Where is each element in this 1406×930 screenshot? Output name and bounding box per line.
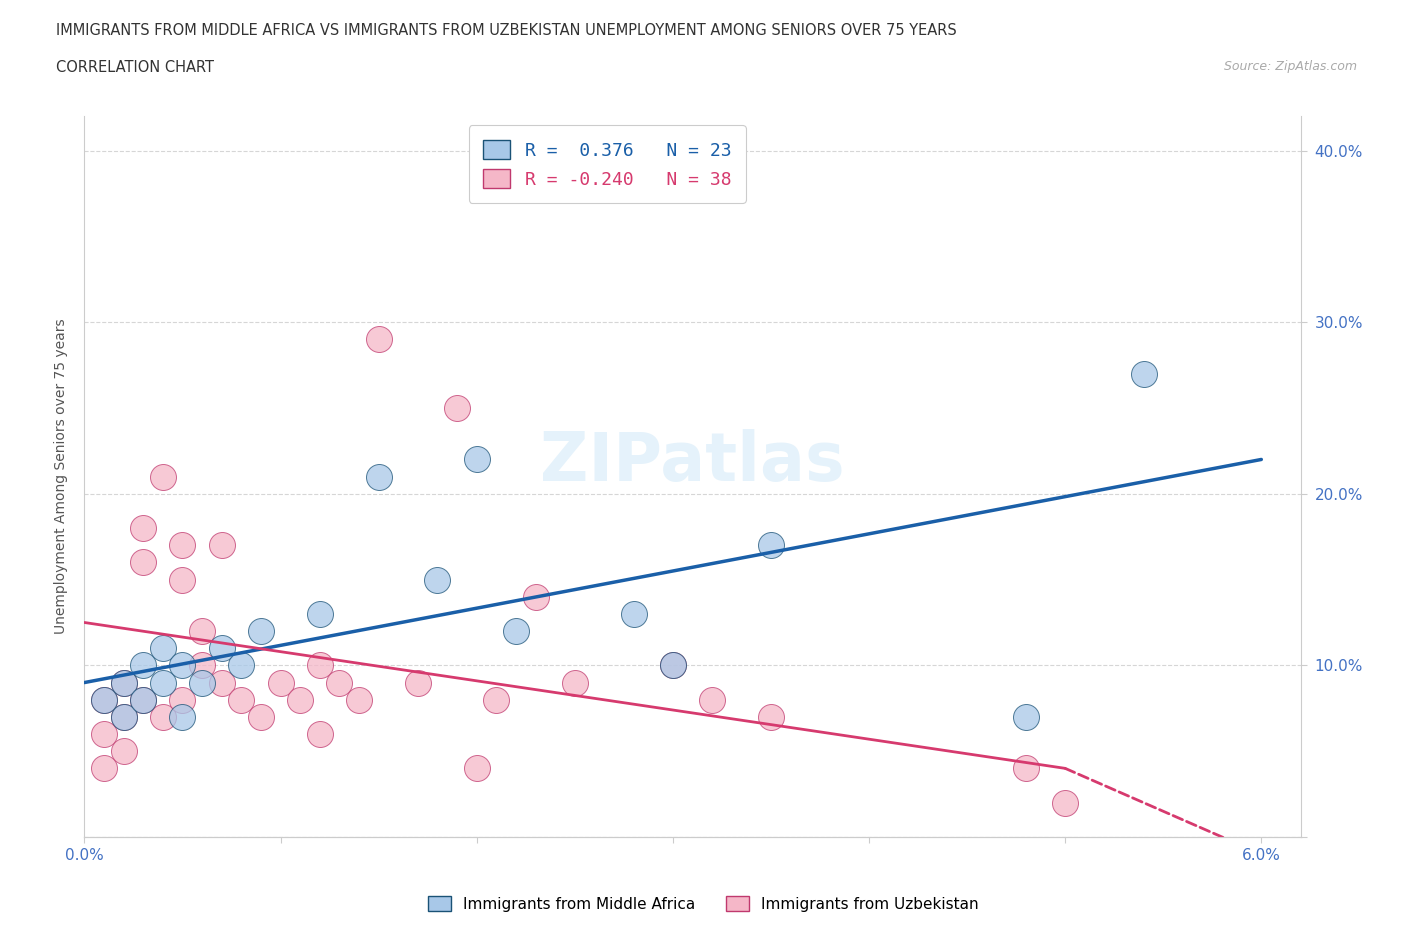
Point: [367, 470, 389, 485]
Point: [172, 538, 194, 552]
Text: CORRELATION CHART: CORRELATION CHART: [56, 60, 214, 75]
Point: [308, 658, 330, 672]
Point: [191, 624, 214, 639]
Point: [112, 675, 135, 690]
Point: [211, 675, 233, 690]
Point: [308, 726, 330, 741]
Point: [93, 692, 115, 707]
Point: [662, 658, 685, 672]
Point: [250, 710, 273, 724]
Point: [288, 692, 311, 707]
Point: [211, 538, 233, 552]
Point: [152, 641, 174, 656]
Point: [93, 692, 115, 707]
Point: [211, 641, 233, 656]
Point: [485, 692, 508, 707]
Point: [172, 572, 194, 587]
Point: [505, 624, 527, 639]
Point: [426, 572, 449, 587]
Point: [172, 710, 194, 724]
Point: [132, 692, 155, 707]
Point: [112, 675, 135, 690]
Point: [1015, 761, 1038, 776]
Point: [446, 401, 468, 416]
Point: [93, 761, 115, 776]
Point: [700, 692, 723, 707]
Point: [112, 710, 135, 724]
Point: [191, 658, 214, 672]
Point: [524, 590, 547, 604]
Point: [328, 675, 350, 690]
Point: [172, 692, 194, 707]
Point: [93, 726, 115, 741]
Point: [132, 658, 155, 672]
Point: [250, 624, 273, 639]
Point: [231, 658, 253, 672]
Point: [662, 658, 685, 672]
Point: [191, 675, 214, 690]
Point: [1015, 710, 1038, 724]
Point: [308, 606, 330, 621]
Point: [152, 710, 174, 724]
Point: [759, 710, 782, 724]
Legend: Immigrants from Middle Africa, Immigrants from Uzbekistan: Immigrants from Middle Africa, Immigrant…: [422, 889, 984, 918]
Point: [623, 606, 645, 621]
Point: [112, 744, 135, 759]
Point: [759, 538, 782, 552]
Text: IMMIGRANTS FROM MIDDLE AFRICA VS IMMIGRANTS FROM UZBEKISTAN UNEMPLOYMENT AMONG S: IMMIGRANTS FROM MIDDLE AFRICA VS IMMIGRA…: [56, 23, 957, 38]
Point: [367, 332, 389, 347]
Text: ZIPatlas: ZIPatlas: [540, 430, 845, 495]
Text: Source: ZipAtlas.com: Source: ZipAtlas.com: [1223, 60, 1357, 73]
Point: [270, 675, 292, 690]
Point: [172, 658, 194, 672]
Point: [347, 692, 370, 707]
Point: [231, 692, 253, 707]
Point: [1054, 795, 1077, 810]
Point: [406, 675, 429, 690]
Point: [465, 452, 488, 467]
Y-axis label: Unemployment Among Seniors over 75 years: Unemployment Among Seniors over 75 years: [55, 319, 69, 634]
Legend: R =  0.376   N = 23, R = -0.240   N = 38: R = 0.376 N = 23, R = -0.240 N = 38: [468, 126, 745, 203]
Point: [465, 761, 488, 776]
Point: [564, 675, 586, 690]
Point: [1132, 366, 1154, 381]
Point: [132, 692, 155, 707]
Point: [152, 675, 174, 690]
Point: [152, 470, 174, 485]
Point: [112, 710, 135, 724]
Point: [132, 555, 155, 570]
Point: [132, 521, 155, 536]
